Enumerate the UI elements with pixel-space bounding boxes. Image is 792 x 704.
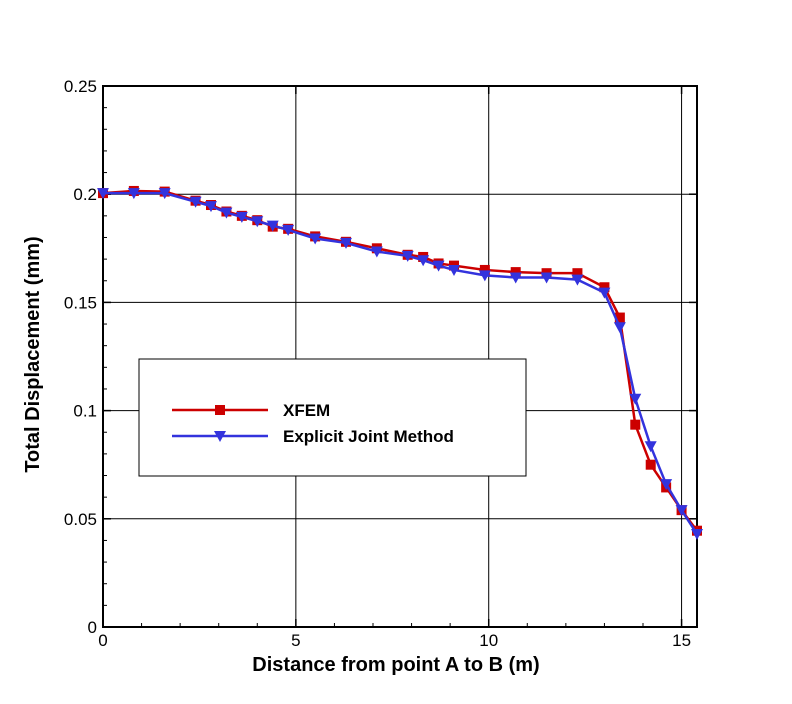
legend-box bbox=[138, 358, 527, 477]
data-point bbox=[571, 274, 584, 286]
x-axis-title: Distance from point A to B (m) bbox=[252, 654, 539, 676]
legend-entries bbox=[172, 405, 268, 442]
data-point bbox=[479, 264, 490, 275]
y-tick-label: 0.2 bbox=[73, 185, 97, 204]
data-point bbox=[309, 233, 322, 245]
data-point bbox=[630, 419, 641, 430]
data-point bbox=[127, 188, 140, 200]
data-point bbox=[691, 528, 703, 540]
data-point bbox=[251, 216, 264, 228]
data-point bbox=[598, 287, 611, 299]
legend-label-xfem: XFEM bbox=[283, 401, 330, 420]
data-point bbox=[220, 207, 233, 219]
data-point bbox=[205, 201, 217, 213]
axis-ticks: 0 5 10 15 0 0.05 0.1 0.15 0.2 0.25 bbox=[64, 77, 697, 650]
data-point bbox=[266, 220, 279, 232]
data-point bbox=[97, 188, 109, 200]
data-point bbox=[478, 270, 491, 282]
data-point bbox=[644, 441, 657, 453]
series-layer bbox=[97, 185, 703, 540]
data-point bbox=[660, 479, 673, 491]
data-point bbox=[509, 272, 522, 284]
data-point bbox=[599, 282, 610, 293]
data-point bbox=[370, 246, 383, 258]
data-point bbox=[629, 393, 642, 405]
legend-marker bbox=[214, 431, 226, 442]
data-point bbox=[340, 237, 352, 249]
data-point bbox=[645, 459, 656, 470]
data-point bbox=[401, 250, 414, 262]
data-point bbox=[448, 264, 460, 276]
data-point bbox=[540, 272, 553, 284]
x-tick-label: 10 bbox=[479, 631, 498, 650]
y-axis-title: Total Displacement (mm) bbox=[22, 236, 44, 472]
data-point bbox=[282, 224, 295, 236]
y-tick-label: 0.05 bbox=[64, 510, 97, 529]
data-point bbox=[614, 312, 625, 323]
x-tick-label: 5 bbox=[291, 631, 300, 650]
legend: XFEM Explicit Joint Method bbox=[138, 358, 527, 477]
series-explicit-joint-method bbox=[97, 188, 703, 540]
data-point bbox=[675, 505, 688, 517]
y-tick-label: 0.15 bbox=[64, 293, 97, 312]
x-tick-label: 0 bbox=[98, 631, 107, 650]
data-point bbox=[510, 267, 521, 278]
data-point bbox=[613, 322, 626, 334]
data-point bbox=[158, 188, 171, 200]
series-line bbox=[103, 191, 699, 535]
y-tick-label: 0.1 bbox=[73, 402, 97, 421]
legend-label-explicit-joint-method: Explicit Joint Method bbox=[283, 427, 454, 446]
legend-marker bbox=[215, 405, 225, 415]
y-tick-label: 0.25 bbox=[64, 77, 97, 96]
data-point bbox=[572, 268, 583, 279]
data-point bbox=[432, 260, 445, 272]
y-tick-label: 0 bbox=[88, 618, 97, 637]
data-point bbox=[235, 211, 248, 223]
data-point bbox=[189, 196, 202, 208]
x-tick-label: 15 bbox=[672, 631, 691, 650]
plot-frame bbox=[102, 85, 698, 628]
data-point bbox=[417, 255, 430, 267]
